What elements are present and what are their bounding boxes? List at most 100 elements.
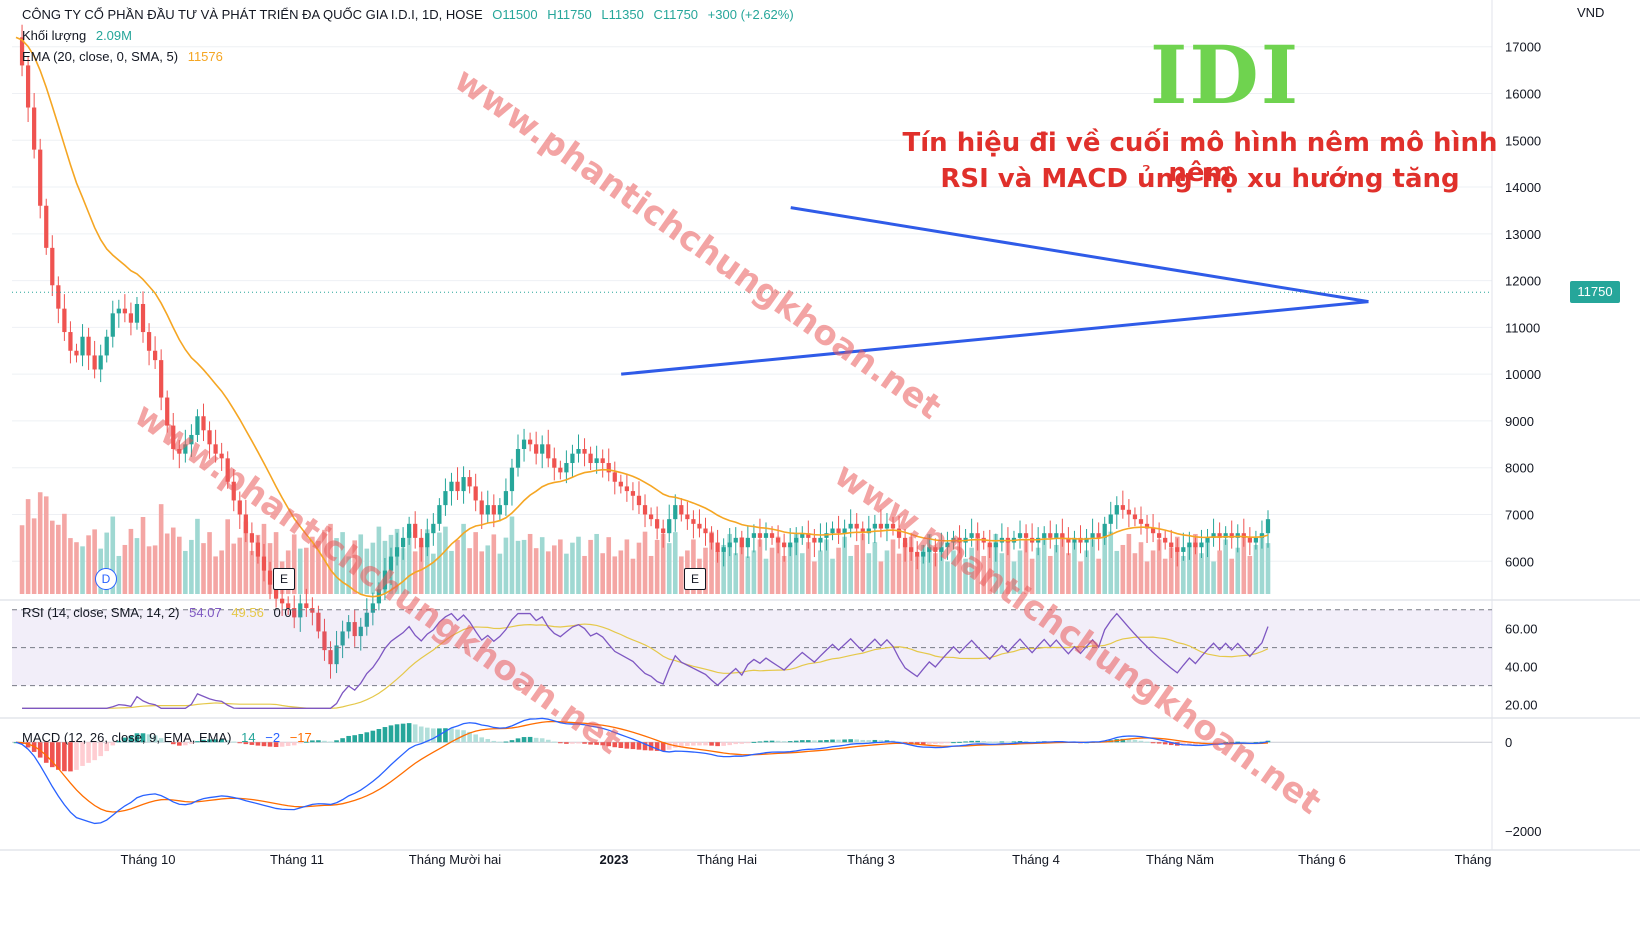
macd-hist-bar [630,742,636,750]
candle-body [1259,533,1265,538]
volume-bar [902,542,908,594]
macd-hist-bar [993,741,999,743]
volume-bar [987,544,993,594]
volume-bar [648,555,654,594]
volume-bar [642,531,648,594]
macd-hist-bar [364,732,370,743]
macd-signal-line [15,720,1269,813]
volume-bar [896,553,902,594]
candle-body [298,603,303,618]
candle-body [364,612,369,627]
rsi-legend: RSI (14, close, SMA, 14, 2) 54.07 49.56 … [22,605,292,620]
earnings-marker[interactable]: E [684,568,706,590]
macd-hist-bar [449,728,454,743]
candle-body [558,467,563,473]
macd-hist-bar [745,742,751,744]
volume-bar [1229,558,1235,594]
candle-body [225,458,230,482]
macd-hist-bar [1150,742,1156,744]
macd-hist-bar [1162,742,1168,745]
candle-body [896,528,902,538]
candle-body [763,533,769,538]
macd-hist-bar [1181,742,1186,746]
volume-bar [636,542,642,594]
macd-hist-bar [624,742,630,749]
volume-bar [836,547,841,594]
candle-body [400,537,406,548]
macd-hist-bar [709,742,714,746]
candle-body [618,481,623,487]
candle-body [1132,514,1138,520]
volume-bar [945,561,950,594]
candle-body [552,458,557,468]
volume-bar [951,550,956,594]
macd-hist-bar [564,742,569,744]
volume-bar [104,532,110,594]
macd-hist-bar [691,742,696,746]
candle-body [1157,533,1162,538]
volume-bar [830,558,835,594]
dividend-marker[interactable]: D [95,568,117,590]
volume-bar [533,548,539,594]
earnings-marker[interactable]: E [273,568,295,590]
candle-body [1084,537,1089,543]
macd-hist-bar [721,742,726,746]
macd-hist-bar [388,725,394,743]
volume-bar [908,536,914,594]
macd-hist-bar [497,741,503,743]
candle-body [933,547,938,552]
macd-hist-bar [237,742,243,744]
candle-body [1120,505,1125,510]
candle-body [346,622,351,632]
macd-hist-bar [1217,742,1222,744]
macd-hist-bar [1023,741,1029,743]
volume-bar [1060,533,1065,594]
volume-bar [479,551,485,594]
volume-bar [558,539,563,594]
candle-body [848,523,853,529]
volume-bar [1066,553,1071,594]
macd-hist-bar [25,742,31,748]
volume-bar [497,553,503,594]
macd-hist-bar [757,741,763,743]
candle-body [534,444,539,454]
volume-bar [62,513,67,594]
open-value: O11500 [492,7,538,22]
time-axis-label: Tháng 6 [1298,852,1346,867]
volume-bar [969,547,974,594]
macd-hist-bar [1247,742,1253,744]
candle-body [733,537,738,543]
macd-hist-bar [842,739,847,743]
price-axis-label: 6000 [1505,554,1534,569]
volume-bar [189,539,194,594]
macd-hist-bar [558,742,563,744]
candle-body [437,505,442,524]
macd-hist-bar [418,726,424,743]
macd-hist-bar [255,742,261,746]
volume-bar [1217,550,1222,594]
volume-bar [461,523,466,594]
candle-body [812,537,817,543]
candle-body [546,444,551,459]
volume-bar [1162,558,1168,594]
candle-body [1060,533,1065,538]
volume-bar [1072,542,1077,594]
volume-bar [727,533,732,594]
macd-hist-bar [582,742,587,744]
candle-body [751,533,757,538]
volume-bar [1029,558,1035,594]
candle-body [515,448,521,468]
candle-body [1187,542,1192,548]
candle-body [261,556,267,571]
macd-hist-bar [920,742,926,745]
candle-body [1144,523,1150,529]
volume-bar [552,545,557,594]
candle-body [316,612,321,632]
macd-hist-bar [1120,738,1126,743]
macd-hist-bar [1132,739,1138,743]
candle-body [939,547,944,552]
macd-hist-bar [672,742,678,748]
volume-bar [177,536,182,594]
